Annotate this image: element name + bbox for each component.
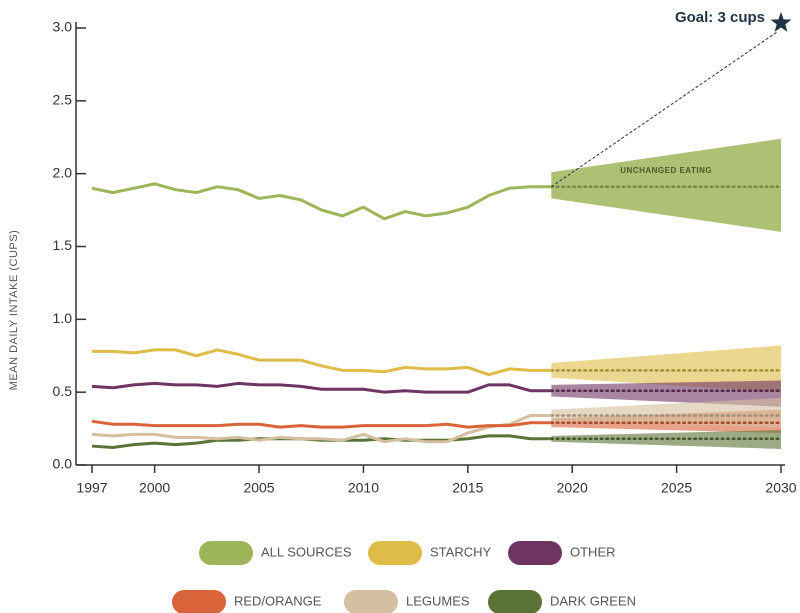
x-tick-label: 2030 [765, 480, 796, 496]
x-tick-label: 2010 [348, 480, 379, 496]
x-tick-label: 2025 [661, 480, 692, 496]
legend-swatch [172, 590, 226, 613]
legend-label: LEGUMES [406, 593, 470, 608]
legend-item: ALL SOURCES [199, 541, 352, 565]
x-tick-label: 1997 [76, 480, 107, 496]
x-tick-label: 2000 [139, 480, 170, 496]
goal-star [770, 12, 792, 32]
series-line [92, 348, 552, 377]
legend-swatch [508, 541, 562, 565]
legend-item: OTHER [508, 541, 616, 565]
legend-swatch [488, 590, 542, 613]
x-tick-label: 2005 [243, 480, 274, 496]
series-line [91, 182, 552, 221]
legend-label: OTHER [570, 544, 616, 559]
legend-label: DARK GREEN [550, 593, 636, 608]
projection-band [551, 397, 781, 428]
legend-swatch [344, 590, 398, 613]
legend-item: STARCHY [368, 541, 491, 565]
y-tick-label: 3.0 [53, 19, 73, 35]
y-tick-label: 0.0 [53, 456, 73, 472]
legend-label: STARCHY [430, 544, 491, 559]
goal-label: Goal: 3 cups [675, 9, 765, 26]
y-tick-label: 0.5 [53, 383, 73, 399]
legend-item: LEGUMES [344, 590, 470, 613]
projection-band [551, 345, 781, 393]
y-axis-label: MEAN DAILY INTAKE (CUPS) [8, 230, 20, 391]
legend-item: DARK GREEN [488, 590, 636, 613]
legend-item: RED/ORANGE [172, 590, 322, 613]
annotation: UNCHANGED EATING [620, 166, 712, 175]
goal-line [551, 31, 778, 188]
y-tick-label: 1.0 [53, 310, 73, 326]
legend-label: RED/ORANGE [234, 593, 322, 608]
x-tick-label: 2015 [452, 480, 483, 496]
legend-label: ALL SOURCES [261, 544, 352, 559]
y-tick-label: 1.5 [53, 237, 73, 253]
y-tick-label: 2.5 [53, 92, 73, 108]
projection-band [551, 138, 781, 232]
legend-swatch [368, 541, 422, 565]
x-tick-label: 2020 [557, 480, 588, 496]
series-line [91, 419, 552, 429]
legend-swatch [199, 541, 253, 565]
projection-band [551, 380, 781, 407]
y-tick-label: 2.0 [53, 164, 73, 180]
series-line [91, 381, 552, 394]
series-line [91, 413, 552, 444]
